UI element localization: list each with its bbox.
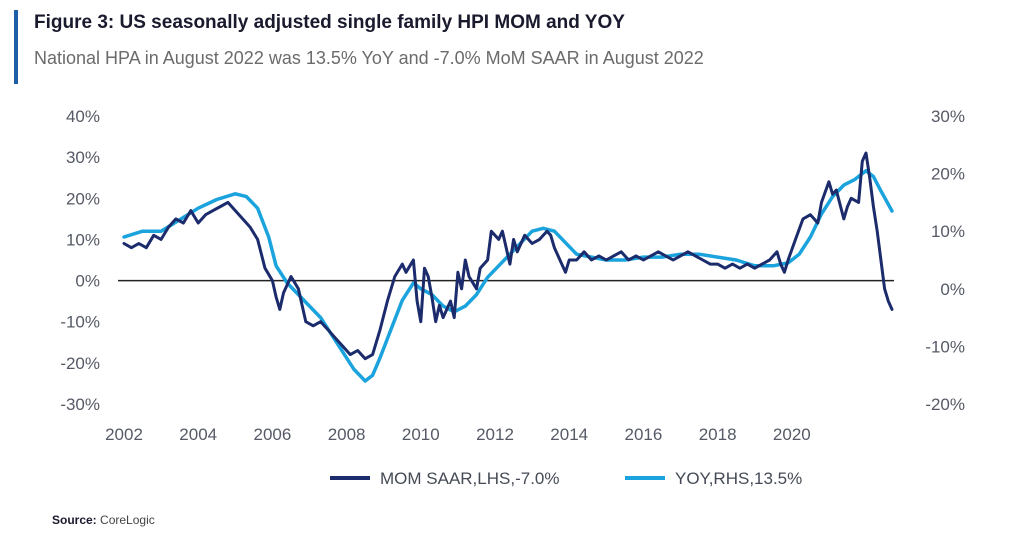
right-axis: 30% 20% 10% 0% -10% -20% bbox=[925, 107, 965, 414]
series-layer bbox=[122, 151, 894, 383]
x-tick-label: 2004 bbox=[179, 425, 217, 444]
title-accent-bar bbox=[14, 10, 18, 84]
x-tick-label: 2020 bbox=[773, 425, 811, 444]
x-tick-label: 2008 bbox=[328, 425, 366, 444]
legend: MOM SAAR,LHS,-7.0% YOY,RHS,13.5% bbox=[330, 469, 802, 488]
legend-label-yoy: YOY,RHS,13.5% bbox=[675, 469, 802, 488]
right-tick-label: 0% bbox=[940, 280, 965, 299]
x-tick-label: 2010 bbox=[402, 425, 440, 444]
left-tick-label: 0% bbox=[75, 272, 100, 291]
series-line-yoy bbox=[122, 168, 894, 383]
right-tick-label: -10% bbox=[925, 337, 965, 356]
right-tick-label: -20% bbox=[925, 395, 965, 414]
left-tick-label: -20% bbox=[60, 354, 100, 373]
x-tick-label: 2006 bbox=[253, 425, 291, 444]
right-tick-label: 30% bbox=[931, 107, 965, 126]
x-axis: 2002 2004 2006 2008 2010 2012 2014 2016 2018 2020 bbox=[105, 425, 811, 444]
x-tick-label: 2016 bbox=[625, 425, 663, 444]
left-tick-label: -10% bbox=[60, 313, 100, 332]
left-tick-label: 30% bbox=[66, 148, 100, 167]
left-axis: 40% 30% 20% 10% 0% -10% -20% -30% bbox=[60, 107, 100, 414]
left-tick-label: -30% bbox=[60, 395, 100, 414]
left-tick-label: 10% bbox=[66, 230, 100, 249]
left-tick-label: 40% bbox=[66, 107, 100, 126]
x-tick-label: 2014 bbox=[550, 425, 588, 444]
legend-label-mom: MOM SAAR,LHS,-7.0% bbox=[380, 469, 560, 488]
x-tick-label: 2012 bbox=[476, 425, 514, 444]
right-tick-label: 10% bbox=[931, 222, 965, 241]
chart-subtitle: National HPA in August 2022 was 13.5% Yo… bbox=[34, 48, 704, 68]
chart-title: Figure 3: US seasonally adjusted single … bbox=[34, 12, 625, 33]
series-line-mom bbox=[122, 151, 894, 361]
x-tick-label: 2002 bbox=[105, 425, 143, 444]
source-note: Source: CoreLogic bbox=[52, 513, 155, 527]
source-label: Source: bbox=[52, 513, 97, 527]
source-value: CoreLogic bbox=[100, 513, 155, 527]
x-tick-label: 2018 bbox=[699, 425, 737, 444]
left-tick-label: 20% bbox=[66, 189, 100, 208]
right-tick-label: 20% bbox=[931, 165, 965, 184]
